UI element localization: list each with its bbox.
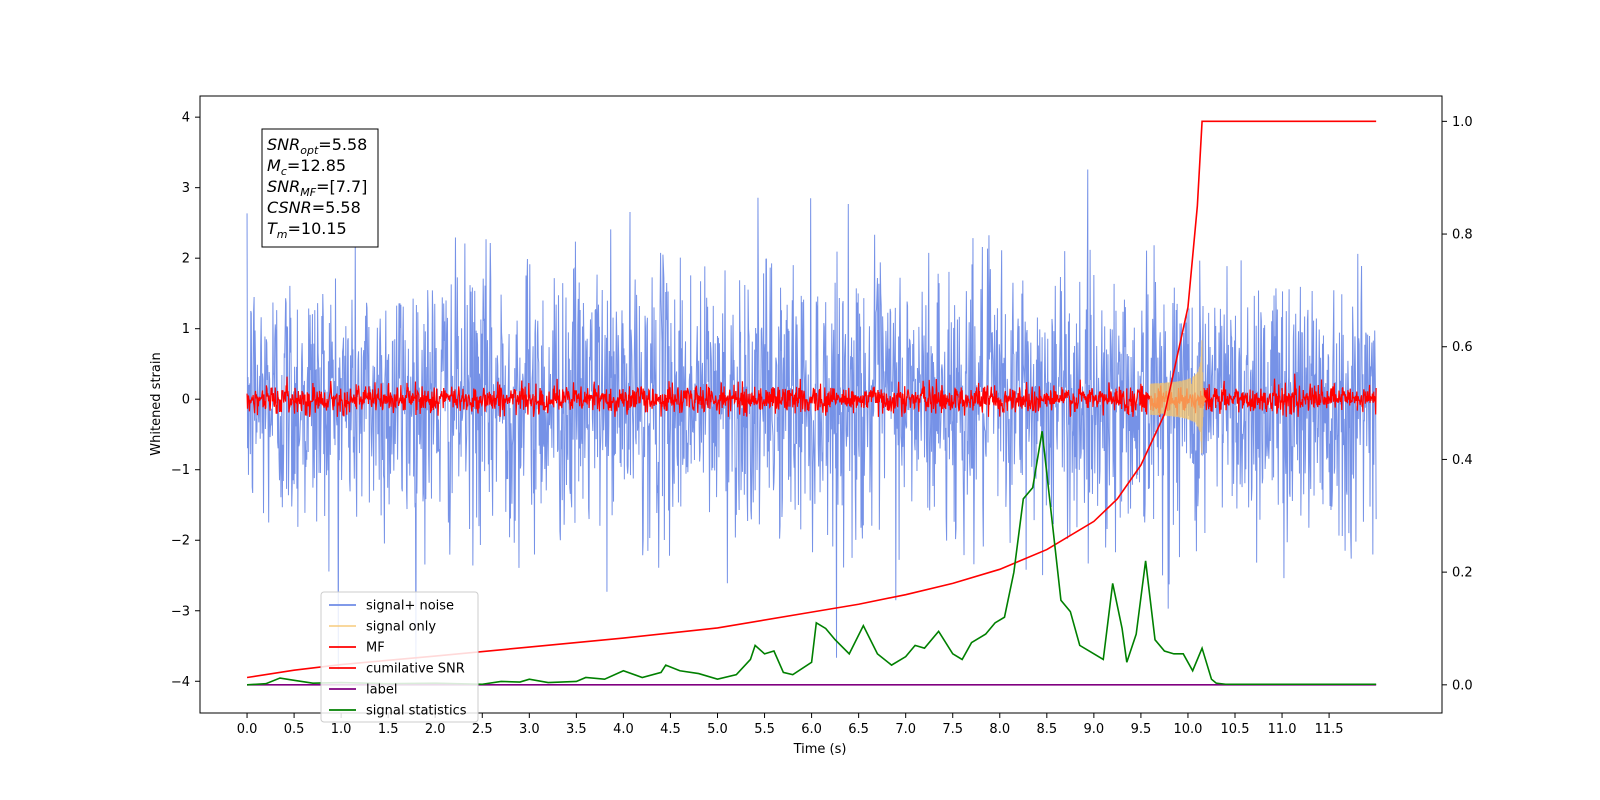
legend-label: signal only	[366, 620, 436, 635]
legend-item: signal+ noise	[329, 599, 454, 614]
x-axis-label: Time (s)	[793, 742, 847, 757]
x-tick-label: 5.5	[754, 722, 775, 737]
x-tick-label: 4.5	[660, 722, 681, 737]
x-tick-label: 7.5	[942, 722, 963, 737]
annotation-line: CSNR=5.58	[267, 198, 361, 217]
x-tick-label: 6.0	[801, 722, 822, 737]
y-left-tick-label: 0	[182, 393, 190, 408]
y-left-tick-label: −4	[171, 675, 190, 690]
x-tick-label: 9.5	[1131, 722, 1152, 737]
x-tick-label: 8.0	[989, 722, 1010, 737]
x-axis: 0.0 0.5 1.0 1.5 2.0 2.5 3.0 3.5 4.0 4.5 5.0 5.5 6.0 6…	[237, 713, 1344, 737]
y-right-tick-label: 1.0	[1452, 115, 1473, 130]
legend-item: cumilative SNR	[329, 662, 465, 677]
y-left-tick-label: −2	[171, 534, 190, 549]
x-tick-label: 9.0	[1084, 722, 1105, 737]
y-right-tick-label: 0.6	[1452, 340, 1473, 355]
y-axis-left: −4 −3 −2 −1 0 1 2 3 4	[171, 111, 200, 690]
x-tick-label: 3.0	[519, 722, 540, 737]
y-left-tick-label: 4	[182, 111, 190, 126]
y-axis-right: 0.0 0.2 0.4 0.6 0.8 1.0	[1442, 115, 1473, 693]
legend-label: cumilative SNR	[366, 662, 465, 677]
x-tick-label: 2.0	[425, 722, 446, 737]
x-tick-label: 1.0	[331, 722, 352, 737]
annotation-line: SNRopt=5.58	[267, 135, 367, 157]
y-right-tick-label: 0.2	[1452, 566, 1473, 581]
y-left-tick-label: 3	[182, 181, 190, 196]
x-tick-label: 8.5	[1036, 722, 1057, 737]
y-right-tick-label: 0.4	[1452, 453, 1473, 468]
x-tick-label: 10.0	[1173, 722, 1202, 737]
x-tick-label: 7.0	[895, 722, 916, 737]
x-tick-label: 0.5	[284, 722, 305, 737]
x-tick-label: 2.5	[472, 722, 493, 737]
plot-frame	[199, 95, 1443, 714]
y-left-tick-label: 1	[182, 322, 190, 337]
annotation-line: Tm=10.15	[267, 219, 347, 241]
y-axis-label: Whitened strain	[149, 352, 164, 455]
y-right-tick-label: 0.8	[1452, 228, 1473, 243]
legend-label: label	[366, 683, 397, 698]
legend-label: signal+ noise	[366, 599, 454, 614]
x-tick-label: 4.0	[613, 722, 634, 737]
annotation-line: SNRMF=[7.7]	[267, 177, 367, 199]
x-tick-label: 11.0	[1268, 722, 1297, 737]
annotation-frame	[261, 128, 379, 248]
x-tick-label: 3.5	[566, 722, 587, 737]
x-tick-label: 0.0	[237, 722, 258, 737]
legend-item: signal statistics	[329, 704, 467, 719]
y-left-tick-label: −3	[171, 604, 190, 619]
legend-label: signal statistics	[366, 704, 467, 719]
x-tick-label: 1.5	[378, 722, 399, 737]
series-signal-statistics	[247, 431, 1377, 686]
y-right-tick-label: 0.0	[1452, 678, 1473, 693]
legend-item: label	[329, 683, 397, 698]
legend-label: MF	[366, 641, 385, 656]
series-signal-noise	[246, 169, 1377, 675]
legend-item: MF	[329, 641, 385, 656]
x-tick-label: 10.5	[1221, 722, 1250, 737]
legend-frame	[320, 591, 479, 723]
x-tick-label: 6.5	[848, 722, 869, 737]
x-tick-label: 5.0	[707, 722, 728, 737]
legend-item: signal only	[329, 620, 436, 635]
legend: signal+ noise signal only MF cumilative SNR…	[320, 591, 479, 723]
y-left-tick-label: 2	[182, 252, 190, 267]
annotation-line: Mc=12.85	[267, 156, 346, 178]
series-signal-only	[1149, 340, 1207, 454]
x-tick-label: 11.5	[1315, 722, 1344, 737]
y-left-tick-label: −1	[171, 463, 190, 478]
